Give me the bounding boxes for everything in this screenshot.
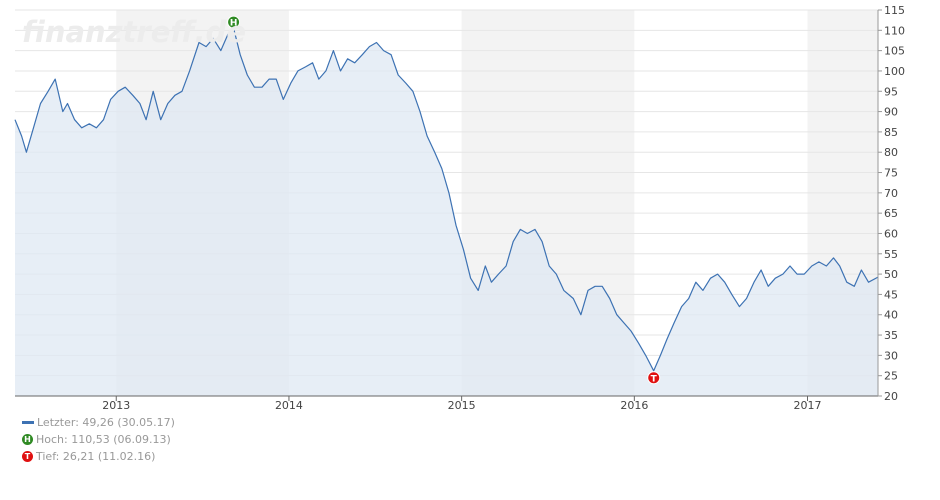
y-tick-label: 65 [884, 207, 898, 220]
legend-last-text: Letzter: 49,26 (30.05.17) [37, 416, 175, 429]
high-marker-icon [227, 15, 241, 29]
x-tick-label: 2015 [448, 399, 476, 412]
x-tick-label: 2017 [794, 399, 822, 412]
marker-label: T [651, 374, 658, 384]
y-tick-label: 90 [884, 106, 898, 119]
legend-last: Letzter: 49,26 (30.05.17) [22, 414, 175, 431]
y-tick-label: 50 [884, 268, 898, 281]
y-tick-label: 55 [884, 248, 898, 261]
y-tick-label: 45 [884, 288, 898, 301]
marker-label: H [230, 19, 238, 29]
y-tick-label: 110 [884, 24, 905, 37]
line-swatch-icon [22, 421, 34, 424]
y-tick-label: 70 [884, 187, 898, 200]
y-tick-label: 60 [884, 227, 898, 240]
x-axis-ticks: 2013 2014 2015 2016 2017 [102, 396, 822, 412]
legend-low: T Tief: 26,21 (11.02.16) [22, 448, 175, 465]
legend-low-text: Tief: 26,21 (11.02.16) [36, 450, 156, 463]
price-line [14, 27, 879, 372]
price-area [15, 28, 878, 396]
y-tick-label: 40 [884, 309, 898, 322]
watermark-logo: finanztreff.de [22, 15, 246, 49]
y-tick-label: 100 [884, 65, 905, 78]
y-tick-label: 115 [884, 4, 905, 17]
y-tick-label: 80 [884, 146, 898, 159]
y-tick-label: 95 [884, 85, 898, 98]
y-tick-label: 30 [884, 349, 898, 362]
x-tick-label: 2016 [620, 399, 648, 412]
y-axis-ticks: 20 25 30 35 40 45 50 55 60 65 70 75 80 85 90 95 100 105 11… [877, 4, 905, 403]
low-badge-icon: T [22, 451, 33, 462]
x-tick-label: 2014 [275, 399, 303, 412]
y-tick-label: 20 [884, 390, 898, 403]
y-tick-label: 35 [884, 329, 898, 342]
y-tick-label: 25 [884, 370, 898, 383]
x-tick-label: 2013 [102, 399, 130, 412]
legend-high-text: Hoch: 110,53 (06.09.13) [36, 433, 171, 446]
legend-high: H Hoch: 110,53 (06.09.13) [22, 431, 175, 448]
y-tick-label: 75 [884, 167, 898, 180]
low-marker-icon [647, 371, 661, 385]
high-badge-icon: H [22, 434, 33, 445]
y-tick-label: 85 [884, 126, 898, 139]
legend: Letzter: 49,26 (30.05.17) H Hoch: 110,53… [22, 414, 175, 465]
y-tick-label: 105 [884, 45, 905, 58]
extreme-markers: HT [227, 15, 661, 385]
